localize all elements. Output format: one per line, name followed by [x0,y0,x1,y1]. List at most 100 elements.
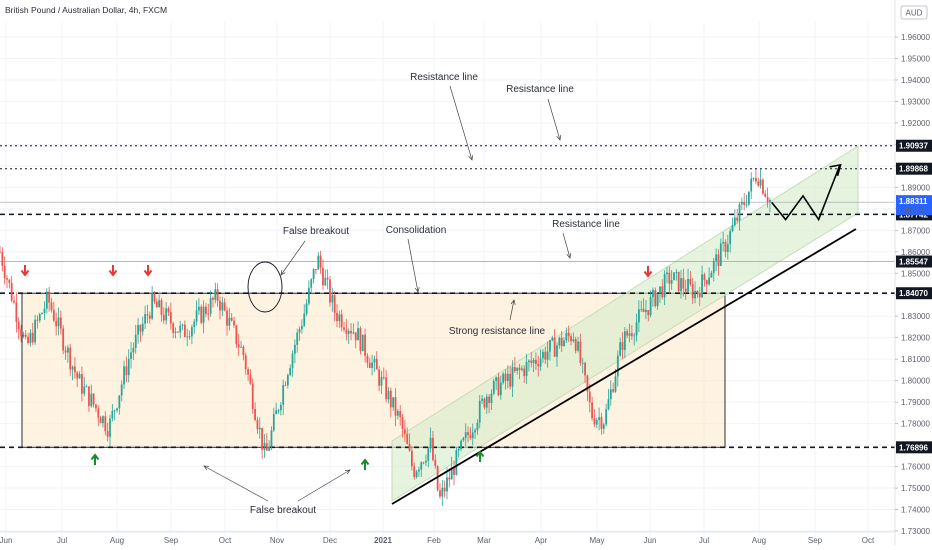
candle-body [240,346,242,348]
candle-body [425,460,427,463]
candle-body [609,389,612,400]
time-axis[interactable]: Jun Jul Aug Sep Oct Nov Dec 2021 Feb Mar Apr May Jun… [0,531,895,545]
candle-body [186,336,189,338]
price-tick-label: 1.94000 [901,76,930,85]
candle-body [212,297,214,300]
pointer-false-breakout-right [297,469,351,502]
candle-body [13,300,15,303]
candle-body [528,360,530,363]
price-tick-label: 1.75000 [901,484,930,493]
candle-body [598,417,601,420]
candle-body [750,178,753,192]
candle-body [137,324,139,335]
candle-body [92,393,95,405]
candle-body [146,314,149,316]
candle-body [188,336,191,338]
time-tick-label: Oct [219,536,232,545]
pointer-resistance-2 [547,98,561,141]
candle-body [361,334,364,352]
currency-badge-frame[interactable] [900,5,928,20]
price-tick-label: 1.81000 [901,355,930,364]
candle-body [630,333,633,337]
candle-body [586,375,589,392]
currency-badge: AUD [906,9,923,18]
price-level-tag-label: 1.76896 [899,443,928,452]
candle-body [78,374,81,379]
candle-body [20,329,22,337]
candle-body [546,351,549,360]
candle-body [460,440,462,449]
candle-body [233,320,235,326]
candle-body [277,410,280,412]
price-tick-label: 1.89000 [901,183,930,192]
time-tick-label: Aug [110,536,124,545]
candle-body [649,297,652,316]
price-axis[interactable]: 1.960001.950001.940001.930001.920001.910… [894,0,932,550]
candle-body [656,293,659,307]
pointer-resistance-1-head [468,155,474,161]
candle-body [406,433,409,444]
buy-signal-arrow [475,450,485,462]
price-axis-bg [895,0,932,550]
candle-body [722,241,725,244]
candle-body [698,293,701,298]
candle-body [76,372,79,379]
pointer-resistance-1 [449,85,473,161]
price-tick-label: 1.76000 [901,463,930,472]
candle-body [415,471,418,477]
candle-body [759,179,762,186]
candle-body [214,289,217,300]
candle-body [22,334,25,337]
candle-body [752,178,755,180]
candle-body [483,398,486,408]
time-tick-label: Dec [323,536,337,545]
time-tick-label: Jun [0,536,12,545]
price-levels [0,145,895,449]
last-price-label: 1.88311 [899,197,928,206]
candle-body [520,368,523,370]
candle-body [689,278,692,285]
time-tick-label: Mar [477,536,491,545]
candle-body [717,254,720,266]
candle-body [581,362,584,364]
candle-body [542,351,544,359]
candle-body [169,312,172,324]
candle-body [176,331,179,333]
candle-body [52,309,55,321]
candle-body [427,448,430,461]
candle-body [492,381,495,394]
candle-body [572,339,575,342]
candle-body [219,300,221,311]
candle-body [333,295,336,313]
candle-body [151,293,154,319]
candle-body [125,366,128,376]
candle-body [282,385,285,405]
pointer-false-breakout-top-head [280,270,286,276]
candle-body [8,279,11,284]
candle-body [191,327,193,337]
candle-body [69,347,72,370]
candle-body [223,302,226,311]
pointer-resistance-2-head [556,135,562,141]
candle-body [263,443,266,450]
candle-body [511,367,514,387]
candle-body [97,408,100,418]
candle-body [371,362,374,368]
candle-body [174,331,177,333]
false-breakout-label-top: False breakout [283,226,349,237]
candle-body [467,432,469,436]
candle-body [422,462,425,464]
candle-body [385,377,388,400]
buy-signal-arrow [90,453,100,465]
candle-body [336,312,338,322]
candle-body [731,225,734,232]
time-tick-label: Jul [57,536,67,545]
candle-body [729,231,732,245]
candle-body [743,201,746,205]
candle-body [448,477,451,480]
candle-body [235,325,238,345]
candle-body [471,432,474,439]
buy-signal-arrow [360,458,370,470]
